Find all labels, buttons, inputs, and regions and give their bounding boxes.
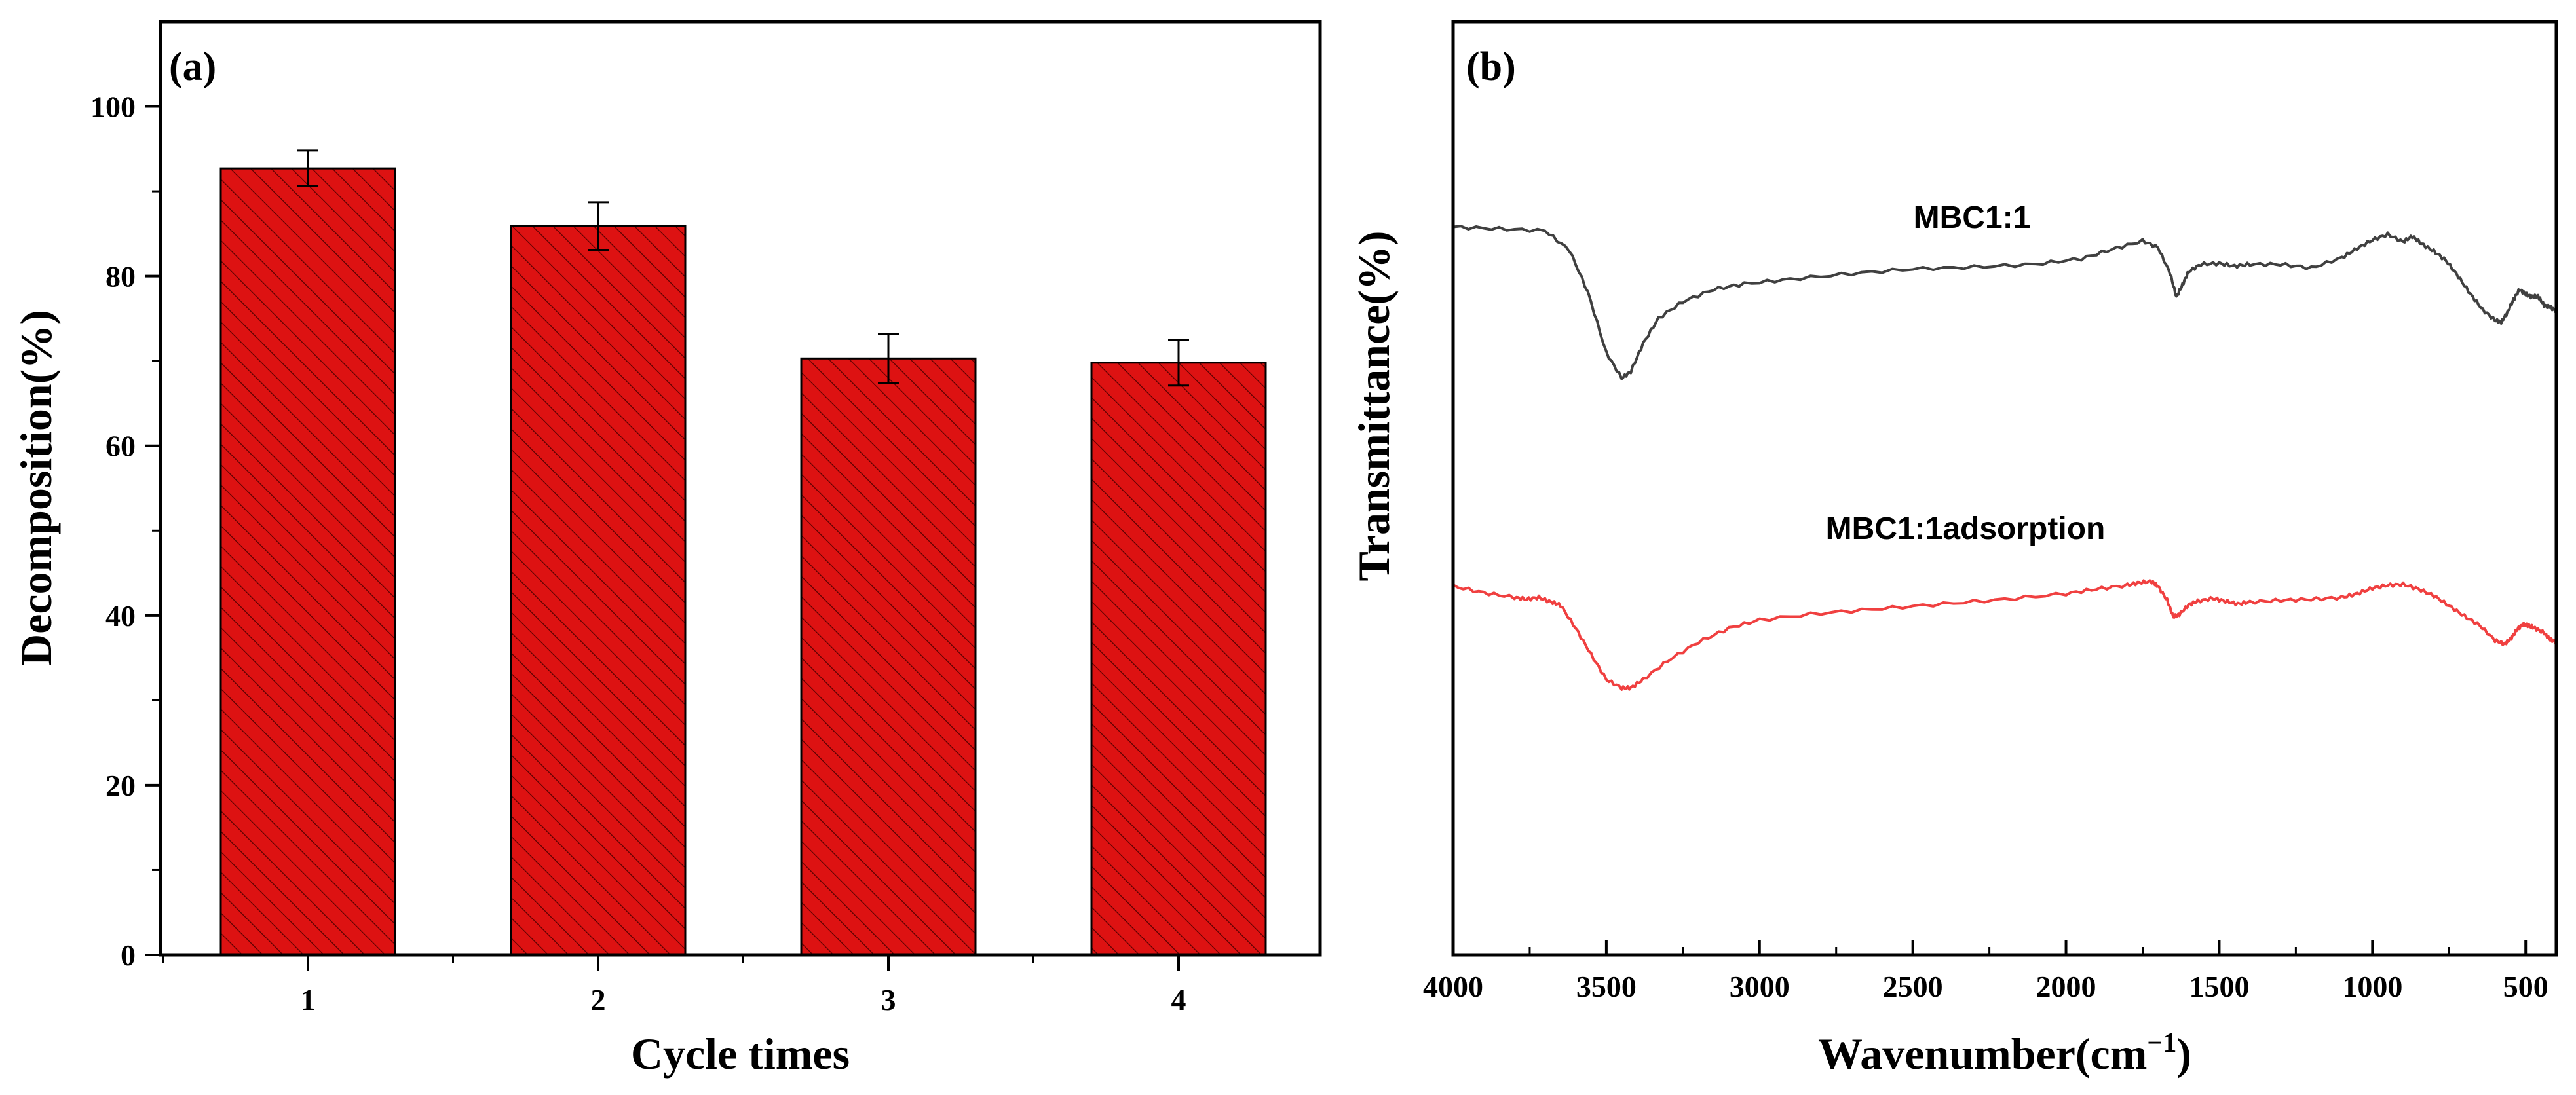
bar (510, 225, 687, 956)
x-axis-ticks: 4000 3500 3000 2500 2000 1500 1000 500 (1423, 940, 2548, 1003)
x-tick-label: 3 (881, 983, 896, 1016)
error-bar (1168, 339, 1189, 387)
plot-frame (1451, 20, 2558, 957)
error-bar (297, 149, 318, 187)
y-axis-title: Transmittance(%) (1349, 231, 1399, 581)
bar (219, 167, 396, 956)
error-bars (297, 149, 1189, 387)
y-axis-ticks: 0 20 40 60 80 100 (90, 90, 161, 972)
spectrum-line (1453, 579, 2556, 691)
x-tick-label: 1000 (2342, 970, 2402, 1003)
x-tick-label: 2000 (2036, 970, 2096, 1003)
y-tick-label: 80 (105, 260, 136, 293)
x-tick-label: 4000 (1423, 970, 1483, 1003)
series-label-mbc-adsorption: MBC1:1adsorption (1826, 511, 2106, 546)
bar-series (219, 167, 1267, 956)
x-tick-label: 2 (591, 983, 606, 1016)
y-tick-label: 20 (105, 769, 136, 802)
error-bar (588, 201, 609, 251)
x-axis-title-superscript: −1 (2147, 1028, 2176, 1058)
x-axis-title: Wavenumber(cm−1) (1818, 1028, 2191, 1079)
panel-label: (b) (1466, 45, 1516, 89)
panel-a-bar-chart: 0 20 40 60 80 100 1 2 3 4 (a) Decomposition(%) C… (11, 20, 1322, 1079)
y-axis-title: Decomposition(%) (11, 310, 61, 666)
spectrum-lines (1453, 225, 2556, 691)
x-axis-title-main: Wavenumber(cm (1818, 1029, 2147, 1079)
panel-b-ftir-spectra: MBC1:1 MBC1:1adsorption 4000 3500 3000 2500 2… (1349, 20, 2558, 1079)
y-tick-label: 100 (90, 90, 136, 124)
x-axis-title-end: ) (2176, 1029, 2191, 1079)
x-tick-label: 2500 (1883, 970, 1943, 1003)
x-tick-label: 500 (2503, 970, 2548, 1003)
plot-frame (159, 20, 1322, 957)
spectrum-line (1453, 225, 2556, 380)
x-tick-label: 1 (301, 983, 316, 1016)
x-axis-title: Cycle times (631, 1029, 850, 1079)
series-label-mbc: MBC1:1 (1914, 200, 2031, 235)
y-tick-label: 40 (105, 599, 136, 633)
x-tick-label: 4 (1171, 983, 1186, 1016)
y-tick-label: 0 (121, 938, 136, 972)
x-tick-label: 3000 (1730, 970, 1790, 1003)
series-labels: MBC1:1 MBC1:1adsorption (1826, 200, 2106, 546)
panel-label: (a) (169, 45, 216, 89)
bar (1090, 362, 1267, 956)
x-tick-label: 3500 (1576, 970, 1637, 1003)
bar (800, 357, 977, 956)
y-tick-label: 60 (105, 430, 136, 463)
x-tick-label: 1500 (2189, 970, 2249, 1003)
error-bar (878, 333, 899, 384)
x-axis-ticks: 1 2 3 4 (162, 955, 1186, 1016)
